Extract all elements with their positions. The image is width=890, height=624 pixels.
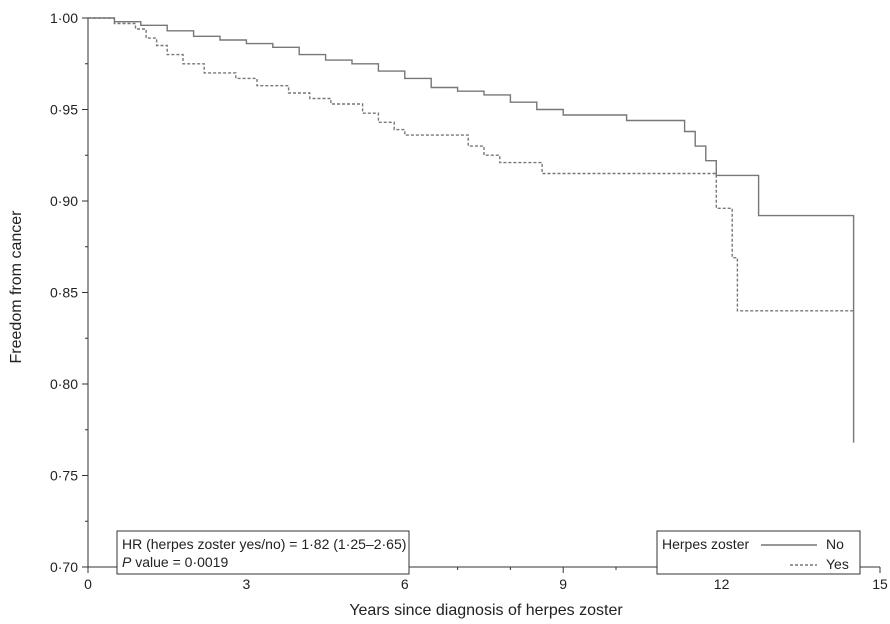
- y-tick-label: 0·95: [50, 102, 78, 118]
- x-tick-label: 6: [401, 576, 409, 592]
- x-tick-label: 3: [243, 576, 251, 592]
- series-line-no: [88, 17, 855, 443]
- axes: 0·70 0·75 0·80 0·85 0·90 0·95 1·00 0 3 6 9 12 15: [50, 10, 888, 592]
- x-tick-label: 12: [714, 576, 730, 592]
- legend-box: [656, 530, 861, 575]
- annotation-hr-text: HR (herpes zoster yes/no) = 1·82 (1·25–2…: [122, 536, 406, 552]
- x-tick-label: 9: [559, 576, 567, 592]
- annotation-box: [116, 530, 410, 575]
- legend-title: Herpes zoster: [662, 536, 749, 552]
- x-tick-label: 15: [872, 576, 888, 592]
- annotation-p-value: value = 0·0019: [131, 554, 228, 570]
- y-tick-label: 1·00: [50, 10, 78, 26]
- x-tick-label: 0: [84, 576, 92, 592]
- y-tick-label: 0·85: [50, 285, 78, 301]
- legend: Herpes zoster No Yes: [656, 530, 861, 575]
- annotation-p-text: P value = 0·0019: [122, 554, 228, 570]
- series-layer: [88, 17, 855, 443]
- hazard-ratio-annotation: HR (herpes zoster yes/no) = 1·82 (1·25–2…: [116, 530, 410, 575]
- y-axis-title: Freedom from cancer: [8, 210, 25, 364]
- legend-label-yes: Yes: [826, 556, 849, 572]
- y-ticks: 0·70 0·75 0·80 0·85 0·90 0·95 1·00: [50, 10, 88, 575]
- y-tick-label: 0·90: [50, 193, 78, 209]
- y-tick-label: 0·80: [50, 376, 78, 392]
- annotation-p-symbol: P: [122, 554, 132, 570]
- series-line-yes: [88, 17, 854, 312]
- x-ticks: 0 3 6 9 12 15: [84, 567, 888, 592]
- legend-label-no: No: [826, 536, 844, 552]
- y-tick-label: 0·70: [50, 559, 78, 575]
- y-tick-label: 0·75: [50, 468, 78, 484]
- x-axis-title: Years since diagnosis of herpes zoster: [349, 602, 623, 619]
